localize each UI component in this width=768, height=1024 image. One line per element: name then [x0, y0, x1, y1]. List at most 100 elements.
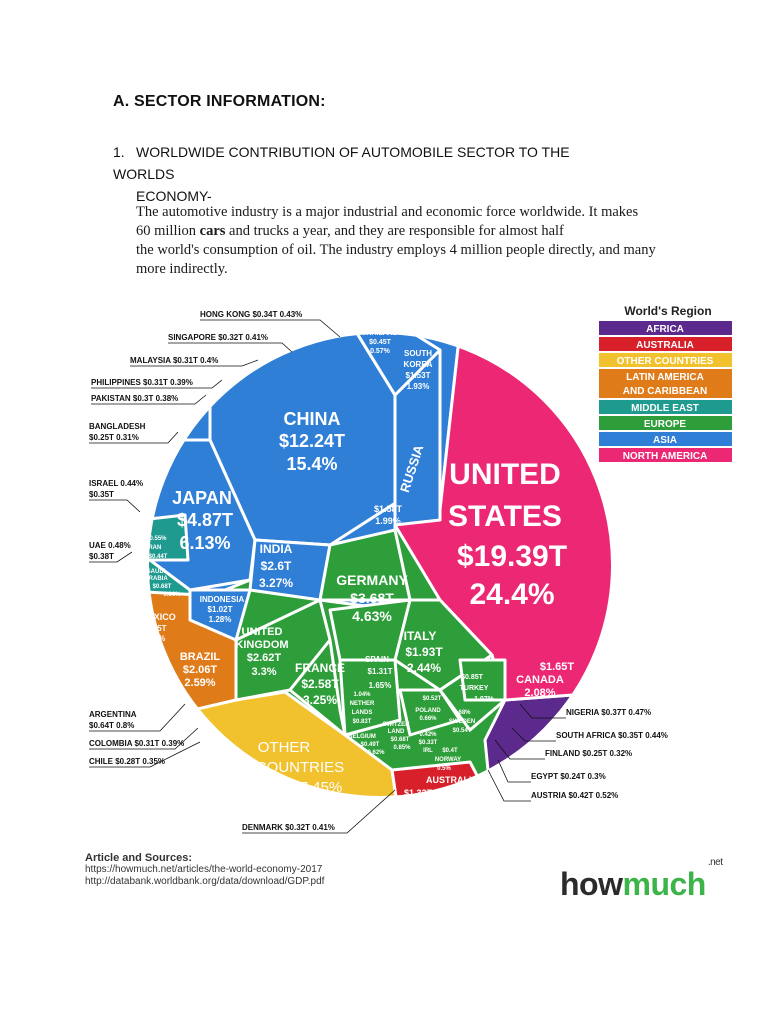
- label-switzerland-name2: LAND: [388, 729, 405, 735]
- label-thailand-pct: 0.57%: [370, 348, 391, 355]
- label-switzerland-name1: SWITZER: [383, 722, 411, 728]
- label-netherlands-gdp: $0.83T: [353, 719, 372, 725]
- label-uk-pct: 3.3%: [251, 666, 276, 678]
- label-turkey-gdp: $0.85T: [461, 674, 484, 681]
- label-germany-pct: 4.63%: [352, 608, 392, 624]
- subheading-line1: WORLDWIDE CONTRIBUTION OF AUTOMOBILE SEC…: [113, 144, 570, 182]
- label-brazil-name: BRAZIL: [180, 651, 221, 663]
- label-australia-gdp: $1.32T: [404, 788, 433, 798]
- label-china-gdp: $12.24T: [279, 431, 345, 451]
- legend-swatch-1: [599, 337, 732, 351]
- logo-how: how: [560, 866, 623, 902]
- label-spain-gdp: $1.31T: [368, 667, 393, 676]
- subheading-line2: ECONOMY-: [136, 188, 212, 204]
- label-saudi-name2: ARABIA: [144, 576, 168, 582]
- label-norway-name: NORWAY: [435, 757, 461, 763]
- body-line-2-post: and trucks a year, and they are responsi…: [225, 223, 564, 239]
- label-spain-name: SPAIN: [365, 655, 389, 664]
- label-sweden-pct: 0.68%: [453, 710, 471, 716]
- section-heading: A. SECTOR INFORMATION:: [113, 93, 326, 110]
- legend-swatch-5: [599, 416, 732, 430]
- callout-uae-1: UAE 0.48%: [89, 541, 131, 550]
- label-uk-gdp: $2.62T: [247, 652, 282, 664]
- label-china-name: CHINA: [284, 409, 341, 429]
- label-turkey-name: TURKEY: [460, 685, 489, 692]
- legend-swatch-7: [599, 448, 732, 462]
- legend-label-0: AFRICA: [646, 324, 684, 335]
- label-netherlands-pct: 1.04%: [353, 692, 371, 698]
- label-indonesia-pct: 1.28%: [209, 615, 232, 624]
- label-other-name2: COUNTRIES: [256, 759, 344, 776]
- callout-uae-2: $0.38T: [89, 552, 114, 561]
- label-us-gdp: $19.39T: [457, 540, 567, 573]
- label-uk-name1: UNITED: [242, 626, 283, 638]
- label-japan-gdp: $4.87T: [177, 510, 233, 530]
- subheading: 1. WORLDWIDE CONTRIBUTION OF AUTOMOBILE S…: [113, 141, 633, 207]
- callout-bangladesh-2: $0.25T 0.31%: [89, 433, 139, 442]
- label-iran-gdp: $0.44T: [149, 554, 168, 560]
- legend: World's Region AFRICA AUSTRALIA OTHER COUN…: [599, 304, 732, 462]
- label-poland-name: POLAND: [415, 708, 441, 714]
- label-canada-name: CANADA: [516, 674, 564, 686]
- callout-chile: CHILE $0.28T 0.35%: [89, 757, 165, 766]
- label-ireland-gdp: $0.33T: [419, 740, 438, 746]
- label-japan-pct: 6.13%: [179, 533, 230, 553]
- label-norway-pct: 0.5%: [437, 766, 451, 772]
- body-line-4: more indirectly.: [136, 261, 228, 277]
- label-mexico-gdp: $1.15T: [142, 624, 167, 633]
- label-india-pct: 3.27%: [259, 576, 293, 590]
- logo-suffix: .net: [707, 857, 723, 869]
- label-korea-pct: 1.93%: [407, 382, 430, 391]
- label-france-name: FRANCE: [295, 661, 345, 675]
- label-iran-pct: 0.55%: [149, 536, 167, 542]
- callout-nigeria: NIGERIA $0.37T 0.47%: [566, 708, 651, 717]
- label-spain-pct: 1.65%: [369, 681, 392, 690]
- label-korea-name2: KOREA: [404, 360, 433, 369]
- label-brazil-gdp: $2.06T: [183, 664, 218, 676]
- legend-label-4: MIDDLE EAST: [631, 403, 699, 414]
- label-mexico-name: MEXICO: [140, 612, 176, 622]
- callout-pakistan: PAKISTAN $0.3T 0.38%: [91, 394, 178, 403]
- callout-austria: AUSTRIA $0.42T 0.52%: [531, 791, 618, 800]
- legend-label-5: EUROPE: [644, 419, 687, 430]
- source-link-1[interactable]: https://howmuch.net/articles/the-world-e…: [85, 864, 323, 875]
- legend-label-6: ASIA: [653, 435, 677, 446]
- callout-argentina-1: ARGENTINA: [89, 710, 137, 719]
- label-india-gdp: $2.6T: [261, 559, 292, 573]
- logo-much: much: [622, 866, 706, 902]
- world-economy-infographic: World's Region AFRICA AUSTRALIA OTHER COUN…: [89, 304, 732, 834]
- callout-singapore: SINGAPORE $0.32T 0.41%: [168, 333, 268, 342]
- legend-swatch-4: [599, 400, 732, 414]
- callout-hongkong: HONG KONG $0.34T 0.43%: [200, 310, 302, 319]
- label-switzerland-gdp: $0.68T: [391, 737, 410, 743]
- label-saudi-name1: SAUDI: [147, 569, 166, 575]
- source-link-2[interactable]: http://databank.worldbank.org/data/downl…: [85, 876, 325, 887]
- callout-colombia: COLOMBIA $0.31T 0.39%: [89, 739, 184, 748]
- label-canada-gdp: $1.65T: [540, 661, 575, 673]
- label-us-name1: UNITED: [449, 458, 561, 491]
- callout-finland: FINLAND $0.25T 0.32%: [545, 749, 632, 758]
- label-netherlands-name2: LANDS: [352, 710, 373, 716]
- label-russia-gdp: $1.58T: [374, 504, 403, 514]
- label-netherlands-name1: NETHER: [350, 701, 375, 707]
- legend-label-2: OTHER COUNTRIES: [617, 356, 714, 367]
- subheading-number: 1.: [113, 144, 125, 160]
- callout-argentina-2: $0.64T 0.8%: [89, 721, 134, 730]
- legend-swatch-0: [599, 321, 732, 335]
- label-us-pct: 24.4%: [469, 578, 554, 611]
- legend-label-1: AUSTRALIA: [636, 340, 694, 351]
- callout-egypt: EGYPT $0.24T 0.3%: [531, 772, 606, 781]
- label-germany-name: GERMANY: [336, 572, 408, 588]
- label-sweden-gdp: $0.54T: [453, 728, 472, 734]
- region-africa: [483, 688, 612, 797]
- label-iran-name: IRAN: [147, 545, 162, 551]
- label-australia-name: AUSTRALIA: [426, 775, 478, 785]
- label-sweden-name: SWEDEN: [449, 719, 475, 725]
- label-turkey-pct: 1.07%: [474, 696, 495, 703]
- label-indonesia-gdp: $1.02T: [208, 605, 233, 614]
- legend-label-3-0: LATIN AMERICA: [626, 372, 704, 383]
- label-italy-gdp: $1.93T: [405, 645, 443, 659]
- label-ireland-name: IRL: [423, 748, 433, 754]
- body-bold-word: cars: [199, 223, 226, 239]
- label-switzerland-pct: 0.85%: [393, 745, 411, 751]
